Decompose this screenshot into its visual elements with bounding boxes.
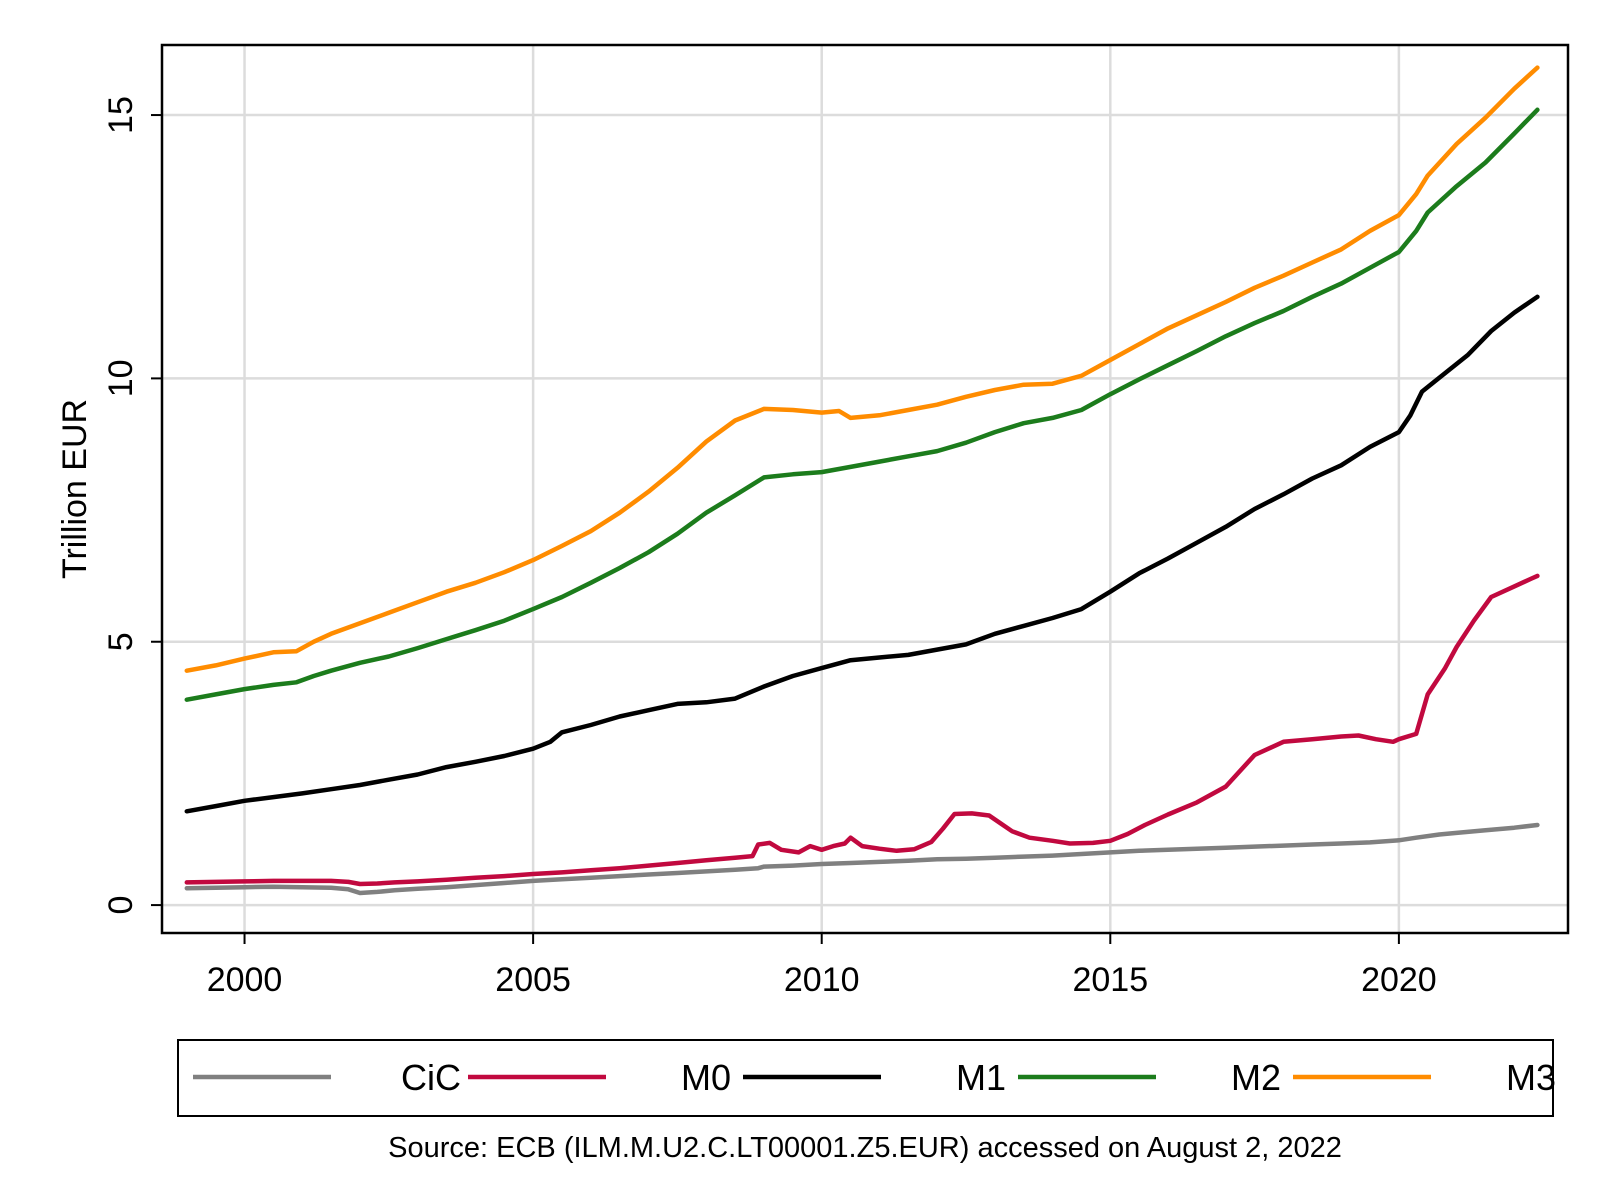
legend-label-m0: M0 <box>681 1057 731 1098</box>
gridlines <box>162 45 1568 933</box>
axes: 2000 2005 2010 2015 2020 0 5 10 15 <box>102 96 1437 999</box>
x-tick-label: 2010 <box>784 961 860 999</box>
legend-label-m1: M1 <box>956 1057 1006 1098</box>
x-tick-label: 2015 <box>1072 961 1148 999</box>
x-tick-label: 2020 <box>1361 961 1437 999</box>
y-tick-label: 0 <box>102 896 140 915</box>
legend-label-m2: M2 <box>1231 1057 1281 1098</box>
plot-frame <box>160 43 1570 935</box>
y-axis-title: Trillion EUR <box>56 399 94 579</box>
legend-items: CiC M0 M1 M2 M3 <box>193 1057 1556 1098</box>
y-tick-label: 5 <box>102 632 140 651</box>
series-lines <box>184 65 1540 896</box>
legend-label-cic: CiC <box>401 1057 461 1098</box>
y-tick-label: 10 <box>102 359 140 397</box>
y-tick-label: 15 <box>102 96 140 134</box>
source-note: Source: ECB (ILM.M.U2.C.LT00001.Z5.EUR) … <box>388 1132 1342 1164</box>
series-line-m1 <box>184 294 1540 814</box>
series-line-m0 <box>184 573 1540 887</box>
x-tick-label: 2005 <box>495 961 571 999</box>
series-line-m2 <box>184 107 1540 702</box>
x-tick-label: 2000 <box>207 961 283 999</box>
series-line-m3 <box>184 65 1540 673</box>
legend: CiC M0 M1 M2 M3 <box>177 1039 1556 1117</box>
series-line-cic <box>184 822 1540 896</box>
legend-label-m3: M3 <box>1506 1057 1556 1098</box>
